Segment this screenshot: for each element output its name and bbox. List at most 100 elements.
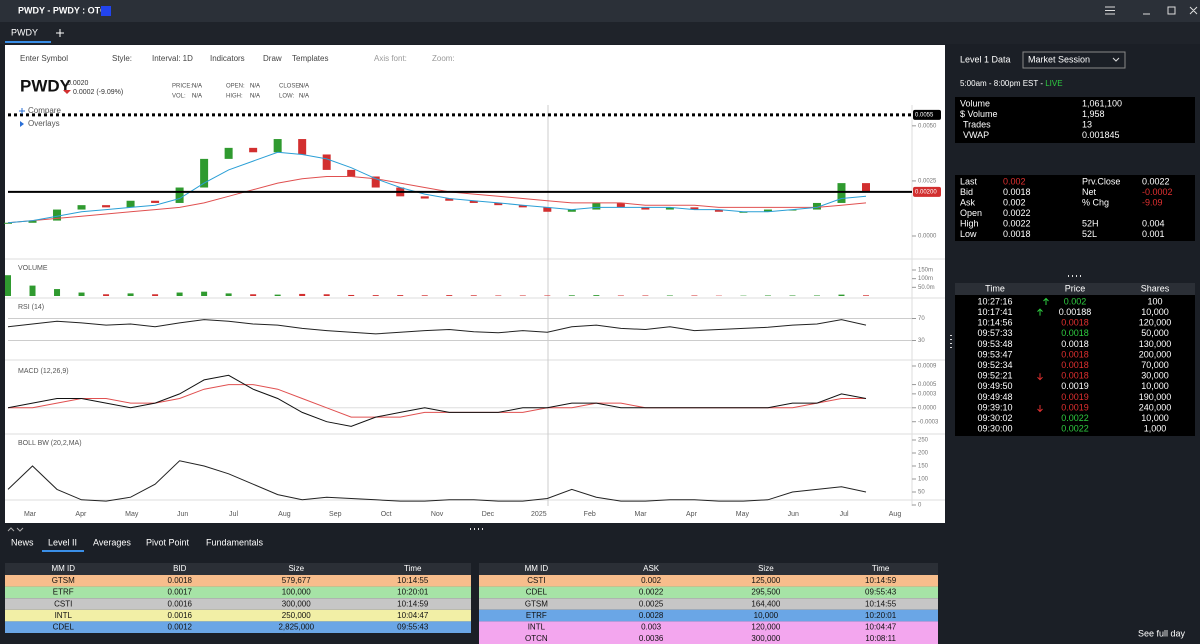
ts-price: 0.002 xyxy=(1064,296,1087,306)
ts-shares: 10,000 xyxy=(1141,381,1169,391)
book-cell: 0.0016 xyxy=(168,611,193,620)
book-cell: 0.0028 xyxy=(639,611,664,620)
candle xyxy=(763,209,772,212)
x-tick-label: Aug xyxy=(889,511,902,518)
quote-box xyxy=(955,175,1195,241)
bottom-tab[interactable]: Level II xyxy=(48,537,77,547)
info-value: N/A xyxy=(192,94,202,100)
y-tick-label: 0.0009 xyxy=(918,364,937,370)
book-cell: CSTI xyxy=(54,599,72,608)
add-tab[interactable] xyxy=(56,29,64,37)
book-cell: GTSM xyxy=(52,576,75,585)
book-header-cell: MM ID xyxy=(525,564,549,573)
x-tick-label: Mar xyxy=(635,511,648,518)
candle xyxy=(224,147,233,159)
volume-bar xyxy=(29,285,36,296)
book-cell: CDEL xyxy=(526,588,548,597)
volume-bar xyxy=(495,295,502,296)
book-cell: 10:04:47 xyxy=(865,623,897,632)
book-cell: 2,825,000 xyxy=(278,623,314,632)
volume-bar xyxy=(617,295,624,296)
symbol: PWDY xyxy=(20,76,72,95)
candle xyxy=(469,200,478,203)
y-tick-label: 100m xyxy=(918,276,933,282)
book-row xyxy=(479,633,938,644)
title-bar xyxy=(0,0,1200,22)
book-cell: 10:20:01 xyxy=(865,611,897,620)
y-tick-label: 0 xyxy=(918,503,922,509)
quote-cell: Net xyxy=(1082,187,1097,197)
overlays[interactable]: Overlays xyxy=(28,119,60,128)
info-value: N/A xyxy=(250,84,260,90)
book-header-cell: BID xyxy=(173,564,187,573)
toolbar-item[interactable]: Style: xyxy=(112,54,132,63)
book-cell: 10:14:55 xyxy=(865,599,897,608)
bottom-tab[interactable]: News xyxy=(11,537,34,547)
quote-cell: 52H xyxy=(1082,218,1099,228)
bottom-tab[interactable]: Fundamentals xyxy=(206,537,264,547)
book-cell: 10:04:47 xyxy=(397,611,429,620)
ts-shares: 70,000 xyxy=(1141,360,1169,370)
pane-label: VOLUME xyxy=(18,265,48,272)
stat-label: Volume xyxy=(960,98,990,108)
book-header-cell: Size xyxy=(288,564,304,573)
volume-bar xyxy=(421,295,428,296)
book-cell: 0.002 xyxy=(641,576,662,585)
candle xyxy=(616,202,625,208)
trade-arrow xyxy=(1037,308,1043,316)
book-cell: 0.003 xyxy=(641,623,662,632)
ts-shares: 100 xyxy=(1147,296,1162,306)
volume-bar xyxy=(5,275,11,296)
menu-icon[interactable] xyxy=(1105,6,1115,15)
toolbar-item[interactable]: Axis font: xyxy=(374,54,407,63)
info-label: CLOSE: xyxy=(279,84,301,90)
see-full-day[interactable]: See full day xyxy=(1138,628,1186,638)
toolbar-item[interactable]: Enter Symbol xyxy=(20,54,68,63)
candle xyxy=(567,209,576,212)
toolbar-item[interactable]: Interval: 1D xyxy=(152,54,193,63)
ts-time: 09:30:00 xyxy=(977,424,1012,434)
x-tick-label: Dec xyxy=(482,511,495,518)
book-cell: 125,000 xyxy=(751,576,780,585)
window-controls[interactable] xyxy=(1143,6,1198,15)
x-tick-label: Apr xyxy=(75,511,87,518)
compare[interactable]: Compare xyxy=(28,106,61,115)
bottom-tab[interactable]: Pivot Point xyxy=(146,537,190,547)
collapse[interactable] xyxy=(7,527,24,532)
ts-price: 0.0018 xyxy=(1061,318,1089,328)
tab-label[interactable]: PWDY xyxy=(11,27,38,37)
book-row xyxy=(5,609,471,622)
book-cell: GTSM xyxy=(525,599,548,608)
chart-panel xyxy=(5,45,945,523)
candle xyxy=(53,209,62,221)
info-label: LOW: xyxy=(279,94,295,100)
toolbar-item[interactable]: Draw xyxy=(263,54,282,63)
toolbar-item[interactable]: Templates xyxy=(292,54,328,63)
indicator-line xyxy=(7,319,867,335)
session-select[interactable] xyxy=(1022,51,1126,69)
toolbar-item[interactable]: Indicators xyxy=(210,54,245,63)
ts-shares: 190,000 xyxy=(1139,392,1172,402)
y-tick-label: 50 xyxy=(918,490,925,496)
stat-label: $ Volume xyxy=(960,109,998,119)
candle xyxy=(371,176,380,188)
ts-price: 0.0018 xyxy=(1061,339,1089,349)
book-row xyxy=(479,598,938,610)
bottom-tab[interactable]: Averages xyxy=(93,537,131,547)
volume-bar xyxy=(470,295,477,296)
panel-title: Level 1 Data xyxy=(960,54,1011,64)
book-cell: 10:14:59 xyxy=(397,599,429,608)
y-tick-label: 150m xyxy=(918,268,933,274)
ts-shares: 30,000 xyxy=(1141,371,1169,381)
stat-value: 1,958 xyxy=(1082,109,1105,119)
toolbar-item[interactable]: Zoom: xyxy=(432,54,455,63)
chevron xyxy=(1112,57,1120,62)
quote-cell: 0.0022 xyxy=(1003,208,1031,218)
ts-time: 09:49:50 xyxy=(977,381,1012,391)
book-cell: 09:55:43 xyxy=(397,623,429,632)
volume-bar xyxy=(348,294,355,296)
book-row xyxy=(479,609,938,622)
y-tick-label: 150 xyxy=(918,464,929,470)
